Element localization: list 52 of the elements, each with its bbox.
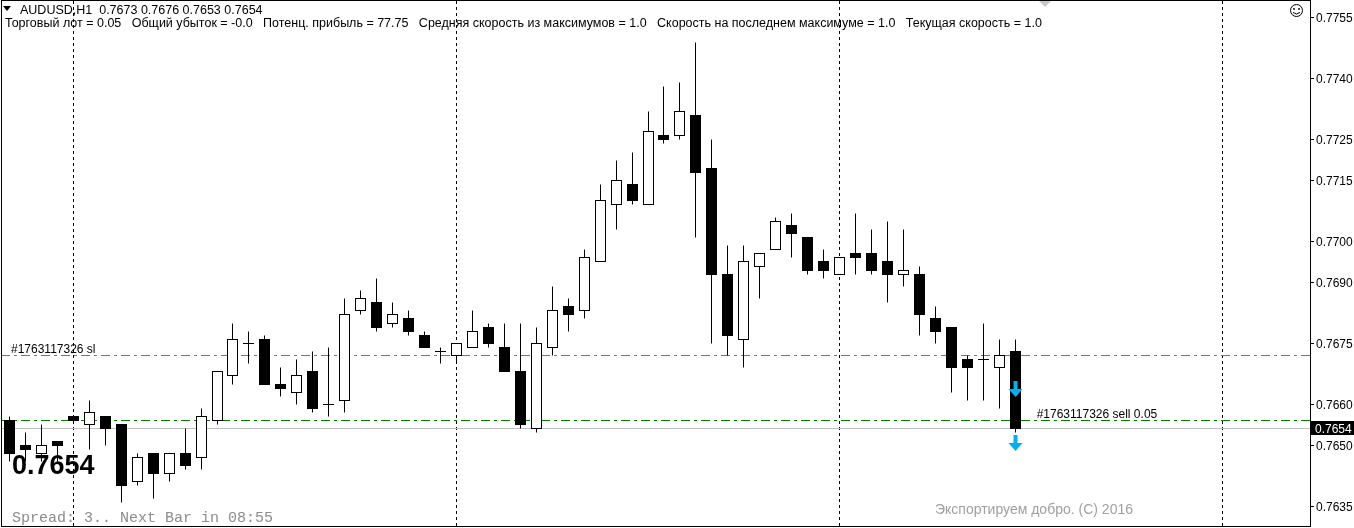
candlestick [978,323,989,401]
candlestick [930,306,941,344]
candlestick [84,400,95,450]
candlestick [467,310,478,348]
candlestick [962,355,973,401]
candlestick [866,229,877,275]
y-tick-label: 0.7755 [1316,10,1354,25]
candlestick [180,428,191,470]
y-tick-label: 0.7675 [1316,336,1354,351]
candlestick [100,416,111,446]
candlestick [674,82,685,140]
candlestick [658,86,669,144]
candlestick [148,453,159,499]
candlestick [355,290,366,315]
candlestick [483,323,494,348]
candlestick [164,453,175,482]
candlestick [882,221,893,303]
annotation: Spread: 3.. Next Bar in 08:55 [12,510,274,527]
y-tick-label: 0.7725 [1316,132,1354,147]
candlestick [275,367,286,397]
candlestick [850,213,861,275]
candlestick [499,323,510,372]
candlestick [786,213,797,258]
candlestick [898,229,909,287]
candlestick [323,347,334,417]
y-tick-label: 0.7635 [1316,499,1354,514]
y-tick-label: 0.7740 [1316,71,1354,86]
annotation: 0.7654 [12,450,95,480]
candlestick [243,331,254,364]
ref-line-label: 0.7654 [1315,421,1353,436]
candlestick [754,253,765,299]
annotation: Экспортируем добро. (C) 2016 [935,501,1134,517]
candlestick [291,359,302,405]
candlestick [435,347,446,364]
y-tick-label: 0.7650 [1316,438,1354,453]
candlestick [451,343,462,364]
candlestick [994,339,1005,409]
candlestick [563,298,574,332]
y-tick-label: 0.7690 [1316,275,1354,290]
candlestick [403,310,414,336]
candlestick [818,249,829,279]
ref-line-label: #1763117326 sell 0.05 [1036,406,1158,421]
ref-line-label: #1763117326 sl [11,341,96,356]
y-tick-label: 0.7700 [1316,234,1354,249]
text: Торговый лот = 0.05 Общий убыток = -0.0 Потенц. прибыль = 77.75 Средняя скорость из максимумов = 1.0 Скорость на последнем максимуме = 1.0 Текущая скорость = 1.0 [5,16,1042,30]
y-tick-label: 0.7660 [1316,397,1354,412]
candlestick [611,160,622,230]
candlestick [627,152,638,205]
candlestick [387,302,398,328]
y-tick-label: 0.7715 [1316,173,1354,188]
chart-title: AUDUSD,H1 0.7673 0.7676 0.7653 0.7654 [20,3,263,17]
candlestick [132,453,143,486]
